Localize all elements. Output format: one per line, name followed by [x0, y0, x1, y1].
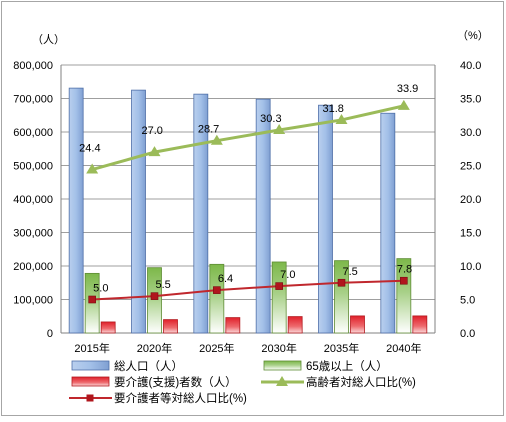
legend-total-population-swatch: [71, 360, 110, 371]
legend-elderly-ratio-marker: [276, 376, 288, 386]
total-population-bar: [380, 112, 396, 334]
care-ratio-label: 6.4: [218, 273, 233, 285]
care-ratio-label: 7.0: [280, 269, 295, 281]
left-tick-label: 200,000: [13, 261, 53, 273]
x-tick-label: 2035年: [324, 341, 359, 355]
elderly-ratio-point: [273, 123, 286, 134]
right-tick-label: 30.0: [460, 127, 481, 139]
right-tick-label: 0.0: [460, 328, 475, 340]
elderly-ratio-label: 28.7: [198, 124, 219, 136]
care-ratio-label: 7.5: [343, 266, 358, 278]
elderly-ratio-point: [335, 113, 348, 124]
care-ratio-point: [88, 295, 96, 304]
legend-care-needs: 要介護(支援)者数（人）: [71, 375, 237, 389]
age65-bar: [209, 263, 225, 334]
right-tick-label: 5.0: [460, 295, 475, 307]
legend: 総人口（人） 65歳以上（人） 要介護(支援)者数（人） 高齢者対総人口比(%) 要介護…: [69, 359, 416, 405]
right-tick-label: 10.0: [460, 261, 481, 273]
legend-care-ratio-marker: [86, 394, 94, 402]
x-tick-label: 2015年: [74, 341, 109, 355]
legend-age65: 65歳以上（人）: [263, 360, 388, 373]
elderly-ratio-line: [91, 104, 405, 171]
total-population-bar: [68, 87, 84, 334]
right-axis-unit: （%）: [457, 29, 489, 42]
care-needs-bar: [100, 321, 116, 334]
care-ratio-point: [337, 278, 346, 287]
elderly-ratio-label: 27.0: [142, 125, 163, 137]
elderly-ratio-point: [86, 163, 99, 174]
x-tick-label: 2020年: [137, 341, 172, 355]
population-chart: （人） （%） 0 100,000 200,000 300,000 400,000 500…: [13, 29, 489, 405]
left-axis-unit: （人）: [32, 33, 65, 46]
legend-elderly-ratio: 高齢者対総人口比(%): [261, 375, 416, 389]
bars: [68, 87, 428, 334]
total-population-bar: [193, 93, 209, 334]
elderly-ratio-point: [148, 146, 161, 157]
elderly-ratio-label: 31.8: [323, 103, 344, 115]
axes: （人） （%） 0 100,000 200,000 300,000 400,000 500…: [13, 29, 489, 355]
right-tick-label: 25.0: [460, 161, 481, 173]
legend-care-needs-label: 要介護(支援)者数（人）: [114, 375, 237, 389]
left-tick-label: 500,000: [13, 161, 53, 173]
total-population-bar: [131, 89, 146, 334]
left-tick-label: 400,000: [13, 194, 53, 206]
chart-frame: （人） （%） 0 100,000 200,000 300,000 400,000 500…: [1, 1, 504, 416]
age65-bar: [271, 261, 287, 334]
care-ratio-label: 5.0: [93, 283, 108, 295]
gridlines: [61, 64, 435, 300]
care-needs-bar: [225, 317, 241, 334]
right-tick-label: 40.0: [460, 60, 481, 72]
care-ratio-label: 5.5: [156, 279, 171, 291]
care-ratio-line: [92, 279, 404, 301]
care-ratio-point: [150, 292, 159, 300]
right-tick-label: 35.0: [460, 94, 481, 106]
left-tick-label: 800,000: [13, 60, 53, 72]
elderly-ratio-point: [210, 134, 223, 145]
care-needs-bar: [287, 316, 303, 334]
legend-care-ratio-label: 要介護者等対総人口比(%): [114, 391, 247, 405]
legend-age65-label: 65歳以上（人）: [306, 360, 388, 373]
left-tick-label: 600,000: [13, 127, 53, 139]
legend-age65-swatch: [263, 360, 302, 371]
right-tick-label: 15.0: [460, 228, 481, 240]
x-tick-label: 2040年: [386, 341, 421, 355]
left-tick-label: 100,000: [13, 295, 53, 307]
care-ratio-point: [213, 286, 221, 294]
left-tick-label: 0: [47, 328, 53, 340]
total-population-bar: [318, 104, 333, 334]
legend-care-needs-swatch: [71, 376, 110, 387]
x-tick-label: 2030年: [261, 341, 296, 355]
left-tick-label: 300,000: [13, 228, 53, 240]
lines: [86, 99, 410, 304]
legend-total-population: 総人口（人）: [71, 359, 183, 373]
left-tick-label: 700,000: [13, 94, 53, 106]
age65-bar: [147, 267, 162, 334]
total-population-bar: [255, 98, 271, 334]
care-needs-bar: [412, 315, 428, 334]
x-tick-label: 2025年: [199, 341, 234, 355]
care-ratio-label: 7.8: [397, 264, 412, 276]
care-needs-bar: [163, 319, 178, 334]
elderly-ratio-label: 24.4: [79, 143, 100, 155]
care-ratio-point: [400, 276, 408, 285]
right-tick-label: 20.0: [460, 194, 481, 206]
elderly-ratio-label: 30.3: [260, 113, 281, 125]
care-needs-bar: [350, 315, 365, 334]
care-ratio-point: [275, 282, 283, 290]
legend-total-population-label: 総人口（人）: [114, 359, 183, 373]
age65-bar: [334, 260, 349, 334]
legend-care-ratio: 要介護者等対総人口比(%): [69, 391, 247, 405]
data-labels: 24.4 27.0 28.7 30.3 31.8 33.9 5.0 5.5 6.4 7.0 7.5 7…: [79, 83, 418, 295]
elderly-ratio-point: [397, 99, 410, 110]
legend-elderly-ratio-label: 高齢者対総人口比(%): [306, 375, 416, 389]
elderly-ratio-label: 33.9: [397, 83, 418, 95]
